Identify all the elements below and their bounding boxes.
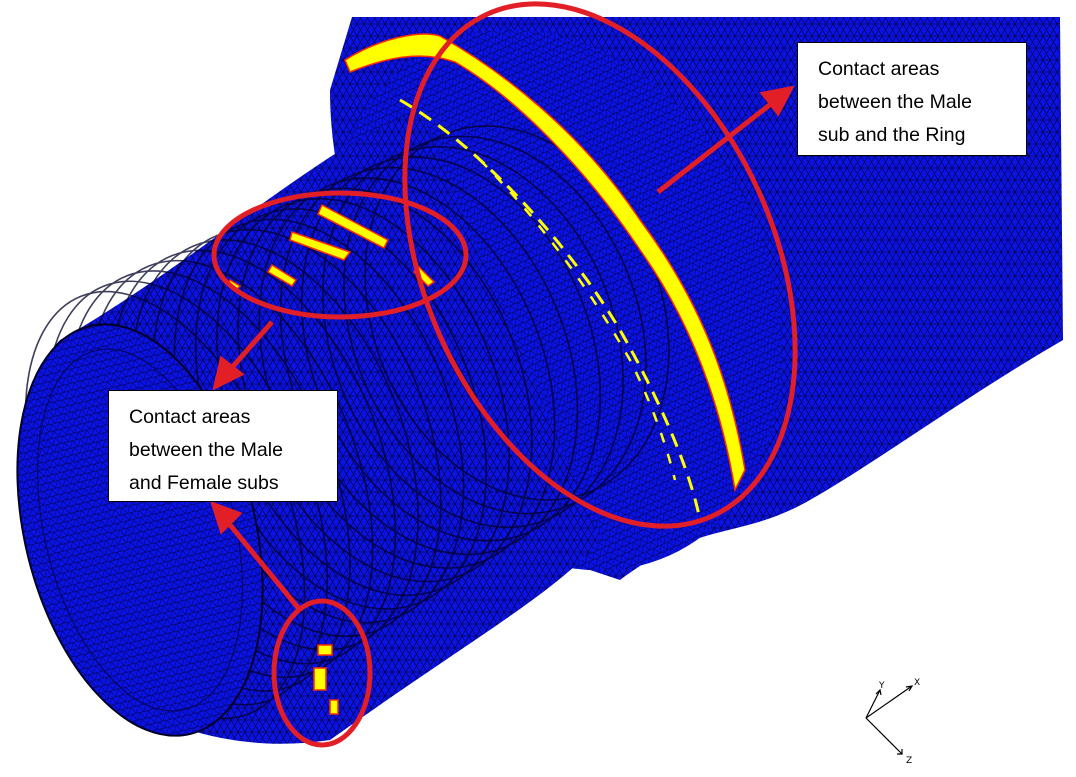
callout-ring-line-3: sub and the Ring [818, 124, 966, 146]
subs-callout-arrow-down [226, 320, 274, 374]
ring-callout-arrow [656, 98, 778, 194]
thread-ring [343, 135, 647, 515]
callout-subs-line-1: Contact areas [129, 406, 251, 428]
callout-subs-line-2: between the Male [129, 439, 283, 461]
triad-label-y: Y [878, 681, 885, 691]
triad-label-x: X [914, 678, 920, 688]
callout-subs-line-3: and Female subs [129, 472, 279, 494]
ring-contact-highlight-ellipse [402, 1, 798, 529]
contact-ring-inner-arc-2 [479, 159, 677, 481]
x-axis-arrow-icon [865, 685, 913, 719]
contact-thread-patches-lower [313, 644, 339, 715]
contact-thread-patches-upper [227, 203, 436, 291]
ring-callout-arrowhead [759, 85, 795, 117]
thread-contact-highlight-ellipse-lower [271, 598, 373, 748]
thread-contact-highlight-ellipse-upper [211, 190, 469, 320]
subs-callout-arrow-up [224, 518, 302, 612]
z-axis-arrow-icon [865, 717, 903, 755]
callout-ring-line-2: between the Male [818, 91, 972, 113]
subs-callout-arrowhead-up [210, 500, 243, 535]
callout-ring-line-1: Contact areas [818, 58, 940, 80]
thread-ring [322, 146, 624, 528]
axis-triad: Y X Z [865, 678, 920, 766]
contact-areas [227, 33, 746, 715]
triad-label-z: Z [906, 756, 912, 766]
contact-ring-inner-arc [399, 98, 702, 521]
callout-ring-contact: Contact areas between the Male sub and t… [797, 42, 1027, 156]
subs-callout-arrowhead-down [212, 355, 245, 391]
y-axis-arrow-icon [865, 689, 881, 719]
contact-ring-band [344, 33, 746, 493]
callout-subs-contact: Contact areas between the Male and Femal… [108, 390, 338, 502]
